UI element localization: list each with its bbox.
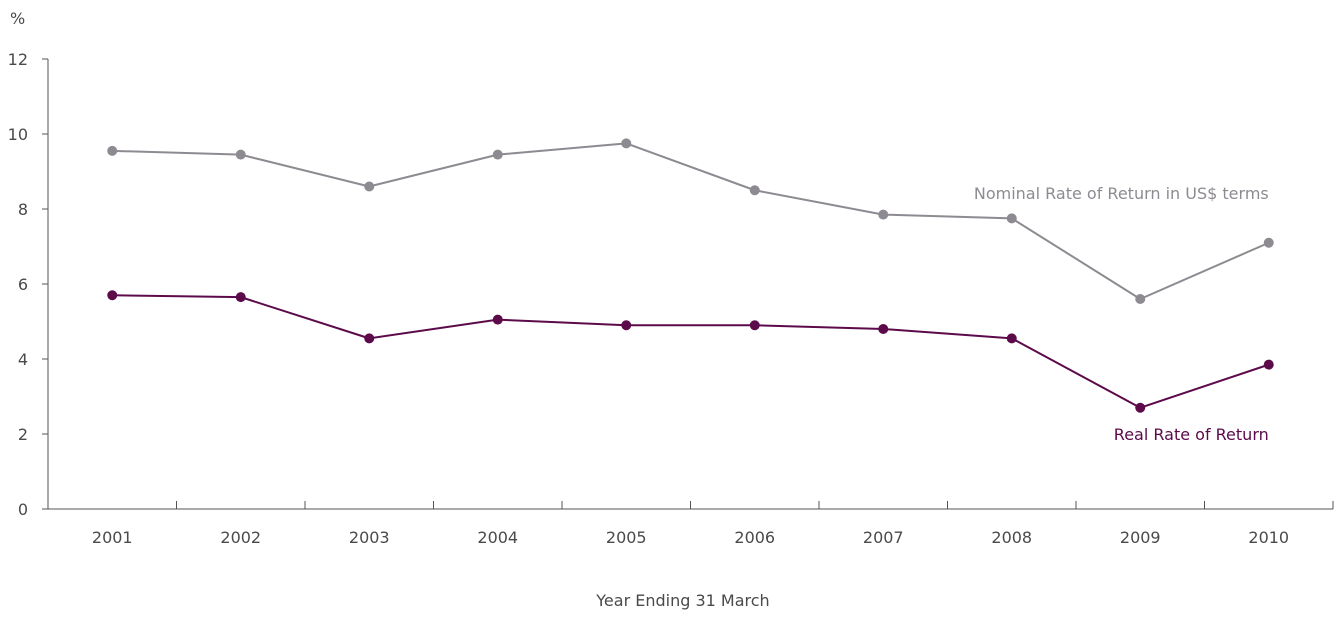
y-tick-label: 12 [8,50,28,69]
series-point-1-2006 [749,320,760,331]
series-point-0-2007 [878,209,889,220]
series-point-0-2004 [492,149,503,160]
y-tick-label: 10 [8,125,28,144]
series-line-0 [111,142,1270,300]
x-tick-label: 2008 [991,528,1032,547]
series-point-1-2008 [1006,333,1017,344]
series-point-0-2009 [1135,294,1146,304]
x-tick-label: 2010 [1248,528,1289,547]
series-point-1-2001 [107,290,118,301]
y-tick-label: 0 [18,500,28,519]
y-axis-unit-label: % [10,9,25,28]
series-point-0-2006 [749,185,760,196]
series-point-1-2010 [1263,359,1274,370]
series-point-0-2002 [235,149,246,160]
series-label-1: Real Rate of Return [1114,425,1269,444]
x-tick-label: 2001 [92,528,133,547]
x-tick-label: 2003 [349,528,390,547]
y-tick-label: 6 [18,275,28,294]
x-tick-label: 2006 [734,528,775,547]
series-label-0: Nominal Rate of Return in US$ terms [974,184,1269,203]
series-layer: Nominal Rate of Return in US$ terms Real … [107,138,1274,444]
series-point-0-2003 [364,181,375,192]
x-tick-label: 2005 [606,528,647,547]
y-tick-label: 4 [18,350,28,369]
y-axis-ticks: 0 2 4 6 8 10 12 [8,50,48,519]
series-point-0-2008 [1006,213,1017,224]
x-tick-label: 2002 [220,528,261,547]
x-tick-label: 2009 [1120,528,1161,547]
x-axis-ticks: 2001 2002 2003 2004 2005 2006 2007 2008 2009 2010 [47,501,1334,547]
y-tick-label: 2 [18,425,28,444]
series-point-1-2009 [1135,402,1146,413]
series-line-1 [111,294,1270,409]
series-point-0-2001 [107,145,118,156]
x-tick-label: 2007 [863,528,904,547]
x-axis-title: Year Ending 31 March [595,591,769,610]
series-point-1-2005 [621,320,632,331]
series-point-1-2004 [492,314,503,325]
x-tick-label: 2004 [477,528,518,547]
y-tick-label: 8 [18,200,28,219]
series-point-1-2007 [878,324,889,334]
series-point-0-2010 [1263,237,1274,248]
series-point-0-2005 [621,138,632,149]
series-point-1-2003 [364,333,375,344]
series-point-1-2002 [235,292,246,303]
